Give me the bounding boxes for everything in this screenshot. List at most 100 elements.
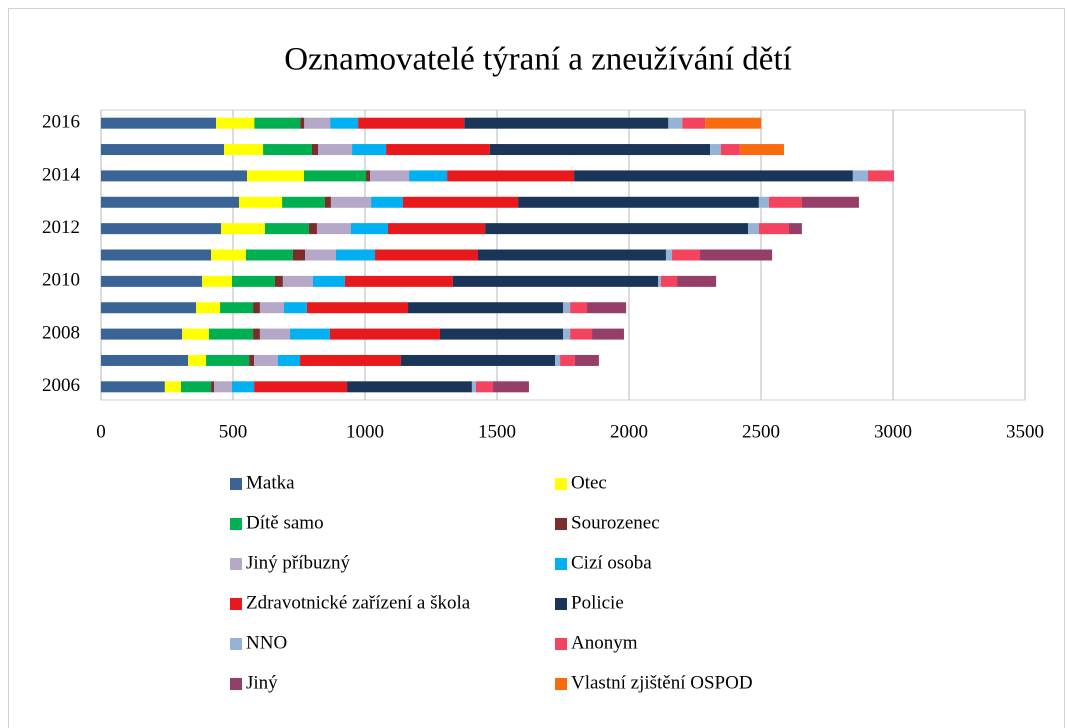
bar-segment [677,275,717,287]
bar-segment [665,249,673,261]
bar-segment [182,328,209,340]
bar-segment [264,223,310,235]
legend-label: Dítě samo [246,512,324,533]
bar-segment [208,328,254,340]
bar-segment [672,249,701,261]
bar-segment [259,328,291,340]
y-tick-label: 2010 [42,270,80,291]
bar-segment [366,170,371,182]
bar-segment [563,328,571,340]
bar-segment [387,223,486,235]
bar-segment [196,302,221,314]
bar-segment [180,381,212,393]
bar-segment [101,144,225,156]
legend-label: NNO [246,632,287,653]
bar-segment [768,196,802,208]
bar-segment [101,196,240,208]
legend-swatch [230,598,242,610]
bar-segment [300,354,401,366]
bar-segment [660,275,678,287]
bar-segment [518,196,759,208]
legend-swatch [230,558,242,570]
bar-segment [574,354,599,366]
bar-segment [263,144,312,156]
bar-segment [216,117,255,129]
bar-segment [489,144,711,156]
bar-segment [801,196,859,208]
bar-segment [475,381,494,393]
bar-segment [560,354,575,366]
bar-segment [563,302,571,314]
bar-segment [386,144,490,156]
bar-segment [164,381,181,393]
bar-segment [254,354,278,366]
bar-segment [748,223,759,235]
x-tick-label: 1000 [346,421,384,442]
bar-segment [335,249,376,261]
bar-segment [101,170,247,182]
bar-segment [290,328,330,340]
bar-segment [282,196,325,208]
bar-segment [403,196,519,208]
bar-segment [668,117,683,129]
bar-segment [400,354,556,366]
bar-segment [254,381,348,393]
legend-label: Jiný příbuzný [246,552,350,573]
bar-segment [211,381,214,393]
legend-label: Vlastní zjištění OSPOD [571,672,753,693]
bar-segment [330,117,359,129]
legend-swatch [555,598,567,610]
bar-segment [253,328,260,340]
legend-swatch [230,678,242,690]
bar-segment [101,249,212,261]
bar-segment [658,275,661,287]
bar-segment [330,196,372,208]
bar-segment [705,117,762,129]
bar-segment [409,170,448,182]
bar-segment [101,354,189,366]
legend-swatch [555,518,567,530]
bar-segment [329,328,440,340]
bar-segment [344,275,453,287]
y-tick-label: 2012 [42,217,80,238]
bar-segment [587,302,627,314]
bar-segment [305,249,336,261]
bar-segment [221,223,265,235]
bar-segment [101,302,197,314]
legend-label: Zdravotnické zařízení a škola [246,592,471,613]
bar-segment [375,249,478,261]
x-tick-label: 500 [219,421,248,442]
bar-segment [408,302,563,314]
bar-segment [370,170,410,182]
bar-segment [249,354,255,366]
bar-segment [246,170,305,182]
x-tick-label: 2000 [610,421,648,442]
bar-segment [555,354,561,366]
bar-segment [358,117,465,129]
bar-segment [292,249,306,261]
bar-segment [324,196,331,208]
bar-segment [245,249,293,261]
x-tick-label: 2500 [742,421,780,442]
bar-segment [788,223,802,235]
bar-segment [312,275,345,287]
y-tick-label: 2008 [42,322,80,343]
bar-segment [347,381,472,393]
bar-segment [259,302,284,314]
legend-swatch [555,478,567,490]
bar-segment [231,275,275,287]
bar-segment [352,144,387,156]
bar-segment [277,354,301,366]
legend-label: Policie [571,592,624,613]
bar-segment [211,249,246,261]
bar-segment [309,223,317,235]
bar-segment [101,223,222,235]
bar-segment [493,381,529,393]
bar-segment [464,117,669,129]
legend-swatch [230,478,242,490]
legend-swatch [230,638,242,650]
bar-segment [852,170,868,182]
bar-segment [447,170,575,182]
bar-segment [283,302,307,314]
